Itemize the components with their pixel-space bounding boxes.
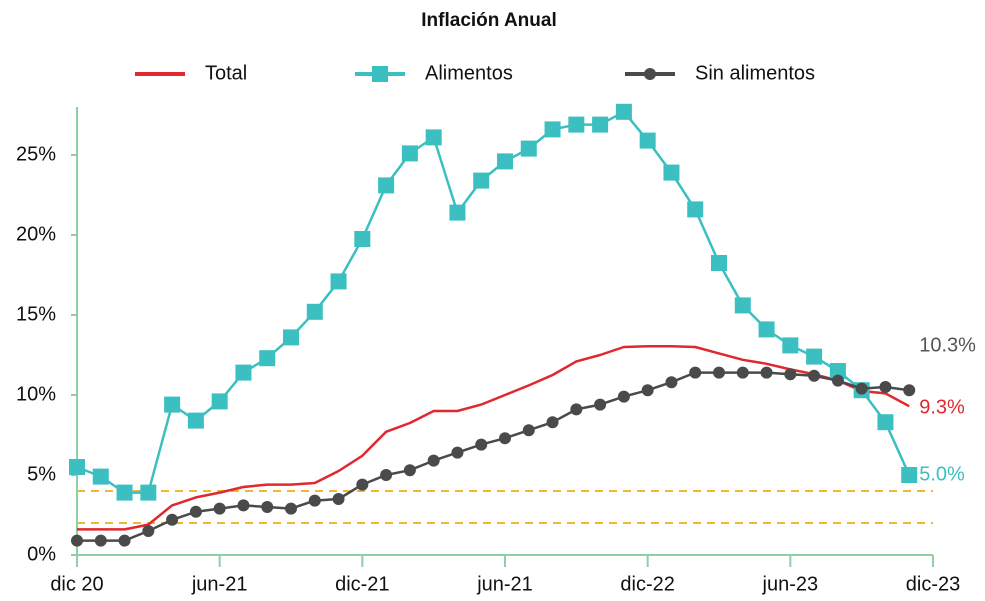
data-point bbox=[544, 121, 561, 138]
data-point bbox=[641, 384, 654, 397]
data-point bbox=[592, 116, 609, 133]
data-point bbox=[237, 499, 250, 512]
data-point bbox=[639, 132, 656, 149]
data-point bbox=[213, 502, 226, 515]
value-label: 9.3% bbox=[919, 396, 965, 418]
data-point bbox=[473, 172, 490, 189]
data-point bbox=[617, 390, 630, 403]
data-point bbox=[497, 153, 513, 170]
data-point bbox=[283, 329, 299, 346]
data-point bbox=[665, 376, 678, 389]
data-point bbox=[116, 484, 133, 501]
data-point bbox=[903, 384, 916, 397]
data-point bbox=[403, 464, 416, 477]
data-point bbox=[663, 164, 680, 181]
data-point bbox=[451, 446, 464, 459]
y-tick-label: 15% bbox=[16, 303, 56, 325]
data-point bbox=[568, 116, 585, 133]
data-point bbox=[760, 366, 773, 379]
data-point bbox=[69, 459, 85, 475]
data-point bbox=[140, 484, 157, 501]
data-point bbox=[687, 201, 704, 218]
y-tick-label: 10% bbox=[16, 383, 56, 405]
data-point bbox=[330, 273, 347, 290]
data-point bbox=[164, 396, 181, 413]
x-tick-label: dic-21 bbox=[335, 573, 389, 595]
data-point bbox=[901, 467, 918, 483]
data-point bbox=[879, 381, 892, 393]
data-point bbox=[332, 493, 345, 505]
series-line bbox=[77, 344, 910, 531]
data-point bbox=[380, 469, 393, 481]
data-point bbox=[211, 393, 228, 410]
legend-label: Total bbox=[205, 62, 247, 84]
series-line bbox=[76, 110, 911, 494]
data-point bbox=[401, 145, 418, 162]
data-point bbox=[594, 398, 607, 411]
x-tick-label: jun-23 bbox=[762, 573, 819, 595]
data-point bbox=[806, 348, 823, 365]
data-point bbox=[235, 364, 252, 381]
value-label: 10.3% bbox=[919, 334, 976, 356]
data-point bbox=[425, 129, 442, 146]
data-point bbox=[808, 369, 821, 382]
chart-title: Inflación Anual bbox=[421, 10, 556, 31]
data-point bbox=[570, 403, 583, 416]
data-point bbox=[499, 432, 511, 445]
legend-label: Alimentos bbox=[425, 62, 513, 84]
data-point bbox=[689, 366, 702, 379]
legend-marker bbox=[644, 68, 656, 80]
data-point bbox=[522, 424, 535, 437]
data-point bbox=[306, 303, 323, 320]
x-tick-label: dic-23 bbox=[906, 573, 960, 595]
legend-label: Sin alimentos bbox=[695, 62, 815, 84]
data-point bbox=[427, 454, 440, 467]
data-point bbox=[71, 534, 83, 547]
data-point bbox=[118, 534, 131, 547]
data-point bbox=[189, 505, 202, 518]
data-point bbox=[711, 255, 727, 271]
data-point bbox=[94, 534, 107, 547]
data-point bbox=[378, 177, 395, 194]
data-point bbox=[736, 366, 749, 379]
data-point bbox=[308, 494, 321, 507]
data-point bbox=[615, 103, 632, 120]
data-point bbox=[829, 363, 846, 379]
legend-marker bbox=[372, 66, 388, 82]
data-point bbox=[784, 368, 797, 381]
data-point bbox=[259, 350, 276, 367]
data-point bbox=[520, 140, 537, 157]
data-point bbox=[475, 438, 488, 451]
data-point bbox=[782, 337, 799, 354]
y-tick-label: 0% bbox=[27, 543, 56, 565]
data-point bbox=[734, 297, 751, 314]
y-tick-label: 20% bbox=[16, 223, 56, 245]
x-tick-label: jun-21 bbox=[191, 573, 248, 595]
data-point bbox=[285, 502, 297, 515]
y-tick-label: 25% bbox=[16, 143, 56, 165]
data-point bbox=[449, 204, 466, 221]
data-point bbox=[831, 374, 844, 387]
data-point bbox=[354, 231, 371, 247]
data-point bbox=[877, 414, 894, 431]
data-point bbox=[356, 478, 369, 491]
data-point bbox=[855, 382, 868, 395]
x-tick-label: dic 20 bbox=[50, 573, 103, 595]
data-point bbox=[713, 366, 725, 379]
series-line bbox=[77, 371, 910, 542]
x-tick-label: jun-21 bbox=[476, 573, 533, 595]
data-point bbox=[546, 416, 559, 429]
data-point bbox=[92, 468, 109, 485]
value-label: 5.0% bbox=[919, 463, 965, 485]
y-tick-label: 5% bbox=[27, 463, 56, 485]
data-point bbox=[187, 412, 204, 429]
x-tick-label: dic-22 bbox=[620, 573, 674, 595]
data-point bbox=[261, 501, 274, 513]
data-point bbox=[142, 525, 155, 537]
data-point bbox=[758, 321, 775, 338]
data-point bbox=[166, 513, 179, 526]
